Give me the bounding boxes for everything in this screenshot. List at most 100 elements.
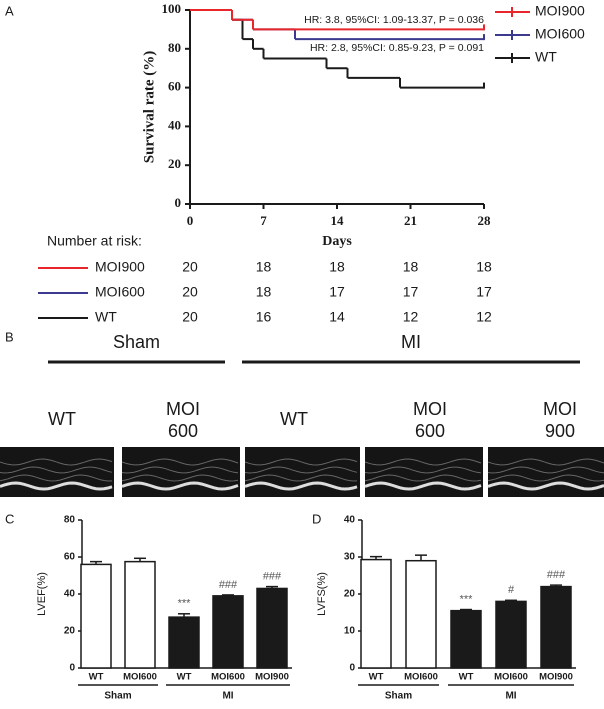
echo-texture (487, 458, 604, 466)
echo-texture (244, 466, 358, 474)
x-tick-label: WT (459, 672, 474, 683)
bar (405, 559, 437, 669)
risk-value: 12 (476, 309, 492, 325)
echo-texture (487, 481, 604, 491)
bar (124, 560, 156, 669)
bar (168, 616, 200, 669)
group-label: MI (505, 691, 516, 702)
y-tick-label: 20 (168, 156, 181, 171)
echo-texture (364, 458, 482, 466)
y-axis-label: LVEF(%) (36, 572, 48, 616)
risk-value: 14 (329, 309, 345, 325)
bar (495, 600, 527, 669)
y-tick-label: 80 (168, 40, 181, 55)
risk-value: 20 (182, 259, 198, 275)
x-tick-label: 0 (187, 213, 194, 228)
echo-texture (0, 466, 113, 474)
risk-value: 18 (329, 259, 345, 275)
group-label: Sham (385, 691, 412, 702)
bar (80, 563, 112, 669)
echo-texture (244, 474, 358, 482)
panel-label: D (312, 511, 321, 526)
legend-label: MOI600 (535, 26, 585, 42)
y-axis-label: Survival rate (%) (141, 51, 157, 163)
risk-value: 18 (256, 284, 272, 300)
legend-label: MOI900 (535, 3, 585, 19)
risk-name: MOI900 (95, 259, 145, 275)
echo-texture (364, 481, 482, 491)
echo-texture (121, 474, 239, 482)
group-label: MI (401, 332, 421, 352)
image-label: WT (280, 409, 308, 429)
significance-label: *** (460, 593, 474, 605)
risk-value: 16 (256, 309, 272, 325)
risk-name: WT (95, 309, 117, 325)
echo-texture (487, 466, 604, 474)
bar (540, 585, 572, 669)
echo-texture (0, 474, 113, 482)
x-tick-label: MOI600 (404, 672, 438, 683)
x-tick-label: 28 (478, 213, 492, 228)
image-label: MOI (166, 399, 200, 419)
image-label: 600 (415, 421, 445, 441)
x-tick-label: WT (369, 672, 384, 683)
x-axis-label: Days (322, 234, 352, 249)
y-tick-label: 60 (64, 552, 76, 563)
bar (212, 595, 244, 669)
y-tick-label: 0 (175, 195, 182, 210)
x-tick-label: 7 (260, 213, 267, 228)
y-tick-label: 60 (168, 79, 181, 94)
echo-texture (244, 458, 358, 466)
image-label: MOI (413, 399, 447, 419)
risk-value: 20 (182, 309, 198, 325)
panel-label: B (5, 329, 14, 344)
risk-value: 18 (256, 259, 272, 275)
risk-value: 17 (329, 284, 345, 300)
panel-label: A (5, 3, 14, 18)
significance-label: *** (178, 598, 192, 610)
x-tick-label: WT (89, 672, 104, 683)
image-label: MOI (543, 399, 577, 419)
risk-title: Number at risk: (47, 233, 142, 249)
echo-texture (121, 481, 239, 491)
x-tick-label: MOI600 (123, 672, 157, 683)
x-tick-label: 21 (404, 213, 417, 228)
risk-value: 18 (403, 259, 419, 275)
risk-value: 18 (476, 259, 492, 275)
group-label: Sham (113, 332, 160, 352)
y-tick-label: 30 (344, 552, 356, 563)
annotation: HR: 3.8, 95%CI: 1.09-13.37, P = 0.036 (304, 14, 484, 26)
bar (360, 558, 392, 669)
y-tick-label: 80 (64, 515, 76, 526)
y-tick-label: 40 (344, 515, 356, 526)
x-tick-label: WT (177, 672, 192, 683)
echo-texture (244, 481, 358, 491)
risk-value: 17 (476, 284, 492, 300)
risk-name: MOI600 (95, 284, 145, 300)
image-label: 600 (168, 421, 198, 441)
annotation: HR: 2.8, 95%CI: 0.85-9.23, P = 0.091 (310, 42, 484, 54)
echo-texture (0, 481, 113, 491)
echo-texture (0, 458, 113, 466)
group-label: Sham (104, 691, 131, 702)
panel-label: C (5, 511, 14, 526)
x-tick-label: 14 (331, 213, 345, 228)
echo-texture (364, 466, 482, 474)
x-tick-label: MOI600 (211, 672, 245, 683)
y-tick-label: 40 (64, 589, 76, 600)
echo-texture (364, 474, 482, 482)
significance-label: ### (263, 571, 282, 583)
significance-label: ### (547, 569, 566, 581)
risk-value: 20 (182, 284, 198, 300)
image-label: 900 (545, 421, 575, 441)
x-tick-label: MOI900 (539, 672, 573, 683)
y-tick-label: 0 (349, 663, 355, 674)
legend-label: WT (535, 49, 557, 65)
y-tick-label: 40 (168, 117, 181, 132)
echo-texture (121, 458, 239, 466)
risk-value: 12 (403, 309, 419, 325)
bar (450, 609, 482, 669)
significance-label: # (508, 584, 515, 596)
y-tick-label: 100 (162, 1, 182, 16)
y-tick-label: 10 (344, 626, 356, 637)
